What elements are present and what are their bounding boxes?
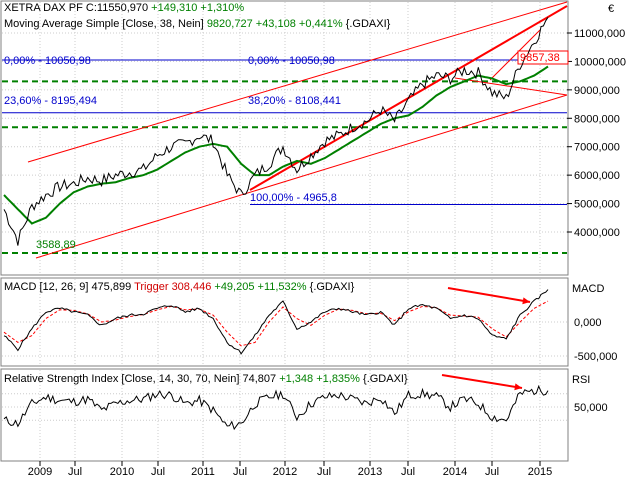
channel-lower [35, 94, 568, 259]
x-axis-label: 2012 [273, 466, 297, 478]
macd-legend-name: MACD [12, 26, 9] [4, 281, 89, 293]
macd-trigger-value: 308,446 [171, 281, 212, 293]
macd-legend-symbol: {.GDAXI} [309, 281, 355, 293]
axis-labels: 2009 Jul 2010 Jul 2011 Jul 2012 Jul 2013 Jul 2014 J… [4, 28, 626, 478]
x-axis-label: 2015 [528, 466, 552, 478]
macd-legend-value: 475,899 [91, 281, 132, 293]
x-axis-label: 2009 [28, 466, 52, 478]
macd-legend-pct: +11,532% [257, 281, 307, 293]
rsi-divergence-arrow [441, 374, 523, 389]
price-line [3, 17, 549, 246]
macd-legend: MACD [12, 26, 9] 475,899 Trigger 308,446… [4, 281, 354, 294]
macd-trigger-line [3, 300, 549, 347]
macd-y-tick-label: 0,000 [574, 317, 602, 329]
trend-lines [27, 1, 569, 259]
moving-average-line [3, 65, 549, 225]
macd-panel-frame [0, 277, 569, 367]
main-legend-line1: XETRA DAX PF C:11550,970 +149,310 +1,310… [4, 2, 244, 15]
main-legend-pct: +1,310% [200, 2, 245, 14]
low-label: 3588,89 [36, 239, 76, 251]
x-axis-label: Jul [401, 466, 415, 478]
price-y-tick-label: 6000,000 [574, 170, 620, 182]
channel-upper [27, 1, 568, 163]
x-axis-label: Jul [233, 466, 247, 478]
rsi-y-tick-label: 50,000 [574, 402, 608, 414]
x-axis-label: 2011 [191, 466, 215, 478]
grid-lines [2, 2, 572, 466]
price-y-tick-label: 4000,000 [574, 227, 620, 239]
main-legend-line2: Moving Average Simple [Close, 38, Nein] … [4, 18, 390, 31]
divergence-arrows [441, 287, 531, 391]
rsi-divergence-arrow-head [514, 383, 522, 391]
price-y-tick-label: 7000,000 [574, 142, 620, 154]
series-lines [3, 17, 549, 431]
main-panel-frame [0, 0, 569, 276]
rsi-panel-title: RSI [572, 374, 591, 386]
fan-line-2 [489, 29, 541, 81]
ma-legend-change: +43,108 [255, 18, 296, 30]
fib-label-0-left: 0,00% - 10050,98 [4, 55, 91, 67]
macd-divergence-arrow-head [522, 297, 530, 305]
price-y-tick-label: 10000,000 [574, 56, 626, 68]
macd-line [3, 289, 549, 355]
rsi-legend-pct: +1,835% [316, 373, 360, 385]
price-y-tick-label: 8000,000 [574, 113, 620, 125]
macd-trigger-label: Trigger [134, 281, 169, 293]
main-legend-change: +149,310 [151, 2, 198, 14]
price-y-tick-label: 9000,000 [574, 85, 620, 97]
ma-legend-value: 9820,727 [206, 18, 253, 30]
fib-label-0-mid: 0,00% - 10050,98 [248, 55, 335, 67]
fib-label-382: 38,20% - 8108,441 [248, 95, 341, 107]
ma-legend-name: Moving Average Simple [Close, 38, Nein] [4, 18, 204, 30]
fib-label-236: 23,60% - 8195,494 [4, 95, 97, 107]
ma-legend-symbol: {.GDAXI} [345, 18, 391, 30]
fib-label-100: 100,00% - 4965,8 [250, 192, 337, 204]
x-axis-label: Jul [317, 466, 331, 478]
price-tag-label: 9857,38 [520, 52, 560, 64]
macd-y-tick-label: -500,000 [574, 351, 617, 363]
x-axis-label: 2014 [443, 466, 467, 478]
ma-legend-pct: +0,441% [298, 18, 343, 30]
price-tag-box [517, 50, 569, 65]
rsi-legend-symbol: {.GDAXI} [363, 373, 408, 385]
price-y-tick-label: 5000,000 [574, 199, 620, 211]
horizontal-levels [2, 59, 567, 254]
x-axis-label: 2010 [110, 466, 134, 478]
main-legend-price: C:11550,970 [85, 2, 149, 14]
rsi-line [3, 384, 549, 431]
macd-divergence-arrow [447, 287, 531, 303]
macd-panel-title: MACD [572, 283, 605, 295]
fan-line-1 [454, 77, 568, 96]
x-axis-label: Jul [485, 466, 499, 478]
x-axis-label: Jul [68, 466, 82, 478]
x-axis-label: Jul [151, 466, 165, 478]
rsi-legend-value: 74,807 [242, 373, 277, 385]
macd-legend-change: +49,205 [214, 281, 255, 293]
rsi-legend: Relative Strength Index [Close, 14, 30, … [4, 373, 408, 386]
currency-marker: € [608, 3, 615, 15]
rsi-legend-change: +1,348 [279, 373, 314, 385]
price-y-tick-label: 11000,000 [574, 28, 625, 40]
x-axis-label: 2013 [358, 466, 382, 478]
main-legend-name: XETRA DAX PF [4, 2, 83, 14]
rsi-legend-name: Relative Strength Index [Close, 14, 30, … [4, 373, 240, 385]
